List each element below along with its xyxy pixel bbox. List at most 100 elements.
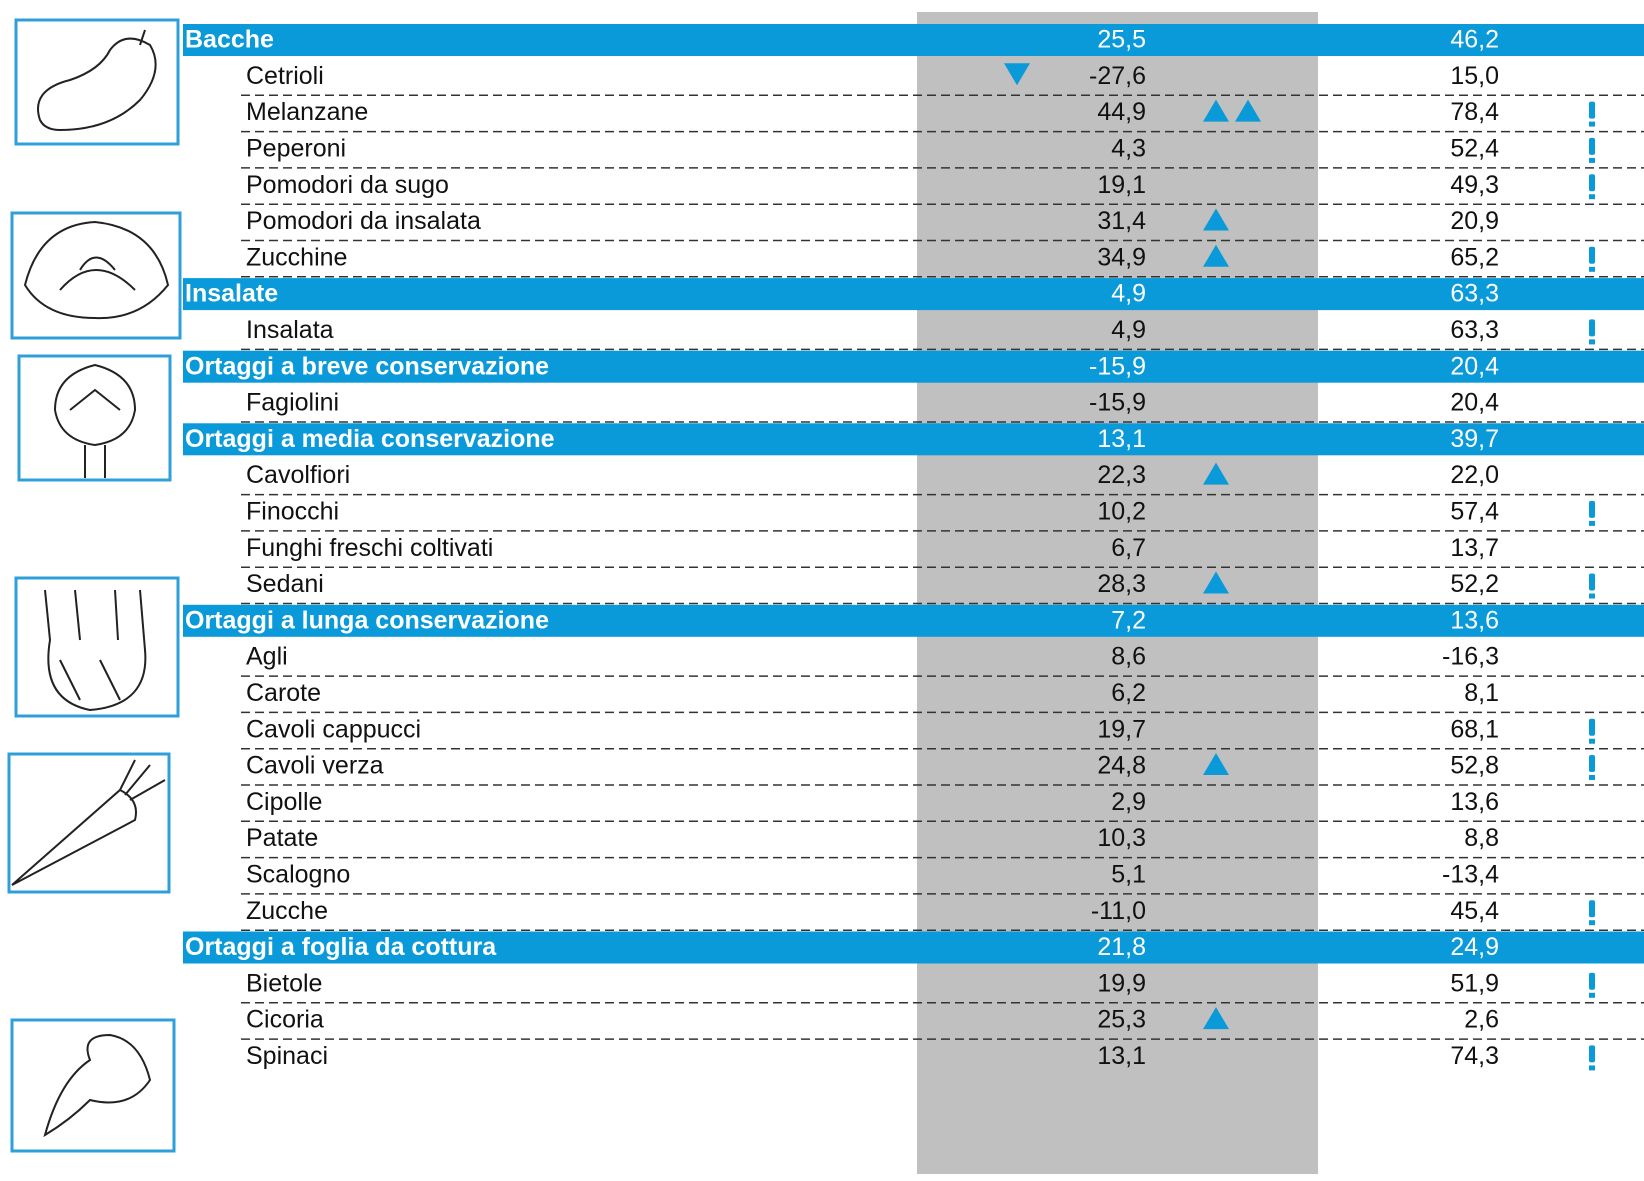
row-value: 22,0 xyxy=(1450,461,1499,489)
alert-icon xyxy=(1589,520,1595,526)
group-value: 20,4 xyxy=(1450,352,1499,380)
group-value: 24,9 xyxy=(1450,933,1499,961)
row-value: -11,0 xyxy=(1091,897,1146,925)
row-value: 13,7 xyxy=(1450,534,1499,562)
group-value: 21,8 xyxy=(1097,933,1146,961)
row-name: Funghi freschi coltivati xyxy=(246,534,493,562)
group-value: 46,2 xyxy=(1450,26,1499,54)
cabbage-icon xyxy=(23,220,170,320)
row-name: Bietole xyxy=(246,969,322,997)
group-band xyxy=(183,423,1644,456)
group-name: Insalate xyxy=(185,280,278,308)
group-value: 7,2 xyxy=(1111,606,1146,634)
row-value: 34,9 xyxy=(1097,243,1146,271)
row-value: 45,4 xyxy=(1450,897,1499,925)
row-name: Scalogno xyxy=(246,861,350,889)
row-name: Agli xyxy=(246,643,288,671)
alert-icon xyxy=(1589,738,1595,744)
row-value: 19,9 xyxy=(1097,969,1146,997)
row-value: 57,4 xyxy=(1450,498,1499,526)
row-name: Insalata xyxy=(246,316,334,344)
alert-icon xyxy=(1589,339,1595,345)
row-value: 4,9 xyxy=(1111,316,1146,344)
alert-icon xyxy=(1589,121,1595,127)
alert-icon xyxy=(1589,174,1595,192)
highlight-column xyxy=(917,12,1318,1174)
alert-icon xyxy=(1589,246,1595,264)
up-arrow xyxy=(1203,462,1229,485)
leaf-icon xyxy=(43,1033,152,1138)
alert-icon xyxy=(1589,194,1595,200)
row-value: 65,2 xyxy=(1450,243,1499,271)
alert-icon xyxy=(1589,573,1595,591)
alert-icon xyxy=(1589,500,1595,518)
alert-icon xyxy=(1589,718,1595,736)
group-name: Ortaggi a lunga conservazione xyxy=(185,606,549,634)
row-value: 31,4 xyxy=(1097,207,1146,235)
row-value: -16,3 xyxy=(1442,643,1499,671)
row-name: Pomodori da sugo xyxy=(246,171,449,199)
row-value: 4,3 xyxy=(1111,135,1146,163)
icon-box xyxy=(14,576,180,718)
row-name: Finocchi xyxy=(246,498,339,526)
row-value: 52,8 xyxy=(1450,752,1499,780)
row-value: 24,8 xyxy=(1097,752,1146,780)
fennel-icon xyxy=(44,589,147,712)
carrot-icon xyxy=(11,759,166,886)
icon-box xyxy=(17,354,172,482)
row-value: -13,4 xyxy=(1442,861,1499,889)
row-value: 22,3 xyxy=(1097,461,1146,489)
row-value: 20,4 xyxy=(1450,389,1499,417)
alert-icon xyxy=(1589,157,1595,163)
row-value: 8,1 xyxy=(1464,679,1499,707)
group-band xyxy=(183,350,1644,383)
row-value: 2,9 xyxy=(1111,788,1146,816)
row-value: 8,8 xyxy=(1464,824,1499,852)
alert-icon xyxy=(1589,137,1595,155)
group-band xyxy=(183,931,1644,964)
artichoke-icon xyxy=(53,363,137,478)
alert-icon xyxy=(1589,593,1595,599)
alert-icon xyxy=(1589,920,1595,926)
row-value: 10,2 xyxy=(1097,498,1146,526)
alert-icon xyxy=(1589,755,1595,772)
row-name: Cipolle xyxy=(246,788,322,816)
up-arrow xyxy=(1203,1007,1229,1030)
row-name: Sedani xyxy=(246,570,324,598)
up-arrow xyxy=(1203,753,1229,775)
alert-icon xyxy=(1589,1045,1595,1063)
group-name: Bacche xyxy=(185,26,274,54)
row-value: 25,3 xyxy=(1097,1006,1146,1034)
row-name: Carote xyxy=(246,679,321,707)
row-value: 5,1 xyxy=(1111,861,1146,889)
group-value: 4,9 xyxy=(1111,280,1146,308)
up-arrow xyxy=(1235,99,1261,122)
row-value: 19,7 xyxy=(1097,715,1146,743)
row-value: 6,7 xyxy=(1111,534,1146,562)
group-value: 25,5 xyxy=(1097,26,1146,54)
row-name: Spinaci xyxy=(246,1042,328,1070)
group-name: Ortaggi a media conservazione xyxy=(185,425,555,453)
alert-icon xyxy=(1589,775,1595,780)
eggplant-icon xyxy=(37,29,157,132)
row-value: 74,3 xyxy=(1450,1042,1499,1070)
up-arrow xyxy=(1203,244,1229,267)
row-value: 13,1 xyxy=(1097,1042,1146,1070)
row-value: 19,1 xyxy=(1097,171,1146,199)
row-value: 78,4 xyxy=(1450,98,1499,126)
row-value: 13,6 xyxy=(1450,788,1499,816)
row-value: 68,1 xyxy=(1450,715,1499,743)
icon-box xyxy=(10,211,182,340)
row-value: -15,9 xyxy=(1089,389,1146,417)
group-band xyxy=(183,278,1644,311)
group-value: 13,6 xyxy=(1450,606,1499,634)
alert-icon xyxy=(1589,992,1595,998)
down-arrow xyxy=(1004,63,1030,86)
row-value: 44,9 xyxy=(1097,98,1146,126)
row-name: Pomodori da insalata xyxy=(246,207,481,235)
row-value: 2,6 xyxy=(1464,1006,1499,1034)
row-name: Cavolfiori xyxy=(246,461,350,489)
group-value: 39,7 xyxy=(1450,425,1499,453)
group-value: -15,9 xyxy=(1089,352,1146,380)
